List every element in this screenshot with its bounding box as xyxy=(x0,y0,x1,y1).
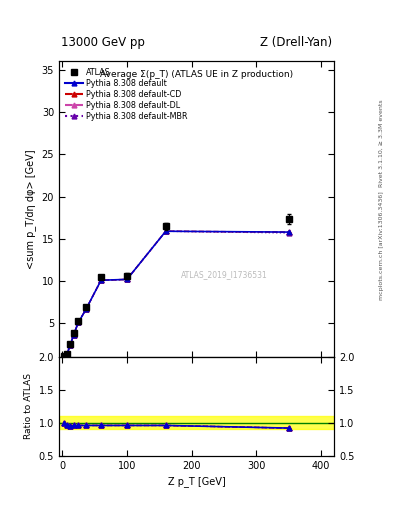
Y-axis label: <sum p_T/dη dφ> [GeV]: <sum p_T/dη dφ> [GeV] xyxy=(25,150,36,269)
Text: Average Σ(p_T) (ATLAS UE in Z production): Average Σ(p_T) (ATLAS UE in Z production… xyxy=(100,70,293,79)
Bar xyxy=(59,416,334,430)
Text: mcplots.cern.ch [arXiv:1306.3436]: mcplots.cern.ch [arXiv:1306.3436] xyxy=(379,191,384,300)
X-axis label: Z p_T [GeV]: Z p_T [GeV] xyxy=(168,476,225,487)
Y-axis label: Ratio to ATLAS: Ratio to ATLAS xyxy=(24,373,33,439)
Legend: ATLAS, Pythia 8.308 default, Pythia 8.308 default-CD, Pythia 8.308 default-DL, P: ATLAS, Pythia 8.308 default, Pythia 8.30… xyxy=(63,66,190,123)
Text: ATLAS_2019_I1736531: ATLAS_2019_I1736531 xyxy=(181,270,267,279)
Text: Z (Drell-Yan): Z (Drell-Yan) xyxy=(260,36,332,49)
Text: 13000 GeV pp: 13000 GeV pp xyxy=(61,36,145,49)
Text: Rivet 3.1.10, ≥ 3.3M events: Rivet 3.1.10, ≥ 3.3M events xyxy=(379,99,384,187)
